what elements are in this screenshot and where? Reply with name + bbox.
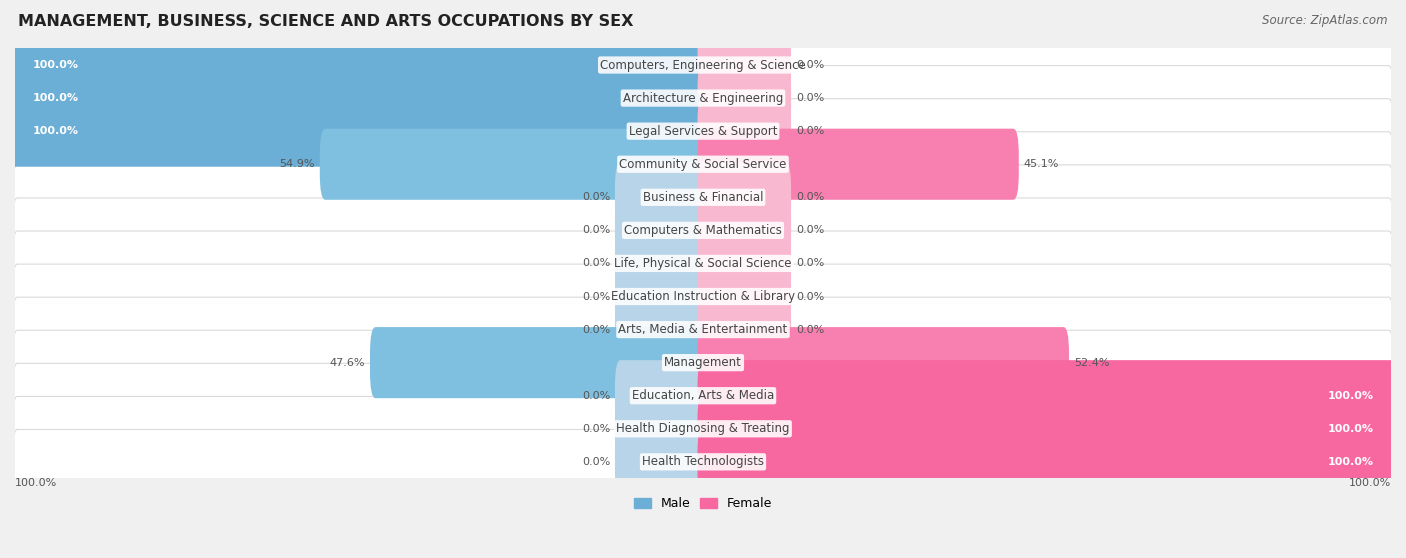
Text: MANAGEMENT, BUSINESS, SCIENCE AND ARTS OCCUPATIONS BY SEX: MANAGEMENT, BUSINESS, SCIENCE AND ARTS O… xyxy=(18,14,634,29)
Text: Education Instruction & Library: Education Instruction & Library xyxy=(612,290,794,303)
FancyBboxPatch shape xyxy=(14,297,1392,362)
Text: Source: ZipAtlas.com: Source: ZipAtlas.com xyxy=(1263,14,1388,27)
Text: 45.1%: 45.1% xyxy=(1024,159,1059,169)
Text: 0.0%: 0.0% xyxy=(796,291,824,301)
Text: 0.0%: 0.0% xyxy=(796,60,824,70)
Text: 54.9%: 54.9% xyxy=(280,159,315,169)
FancyBboxPatch shape xyxy=(14,198,1392,263)
FancyBboxPatch shape xyxy=(614,393,709,464)
Text: Education, Arts & Media: Education, Arts & Media xyxy=(631,389,775,402)
Text: 0.0%: 0.0% xyxy=(582,457,610,467)
Text: 0.0%: 0.0% xyxy=(582,391,610,401)
FancyBboxPatch shape xyxy=(14,396,1392,461)
FancyBboxPatch shape xyxy=(697,195,792,266)
FancyBboxPatch shape xyxy=(614,426,709,497)
Text: Arts, Media & Entertainment: Arts, Media & Entertainment xyxy=(619,323,787,336)
Text: 0.0%: 0.0% xyxy=(796,126,824,136)
Legend: Male, Female: Male, Female xyxy=(628,492,778,515)
Text: Computers & Mathematics: Computers & Mathematics xyxy=(624,224,782,237)
FancyBboxPatch shape xyxy=(14,264,1392,329)
Text: Architecture & Engineering: Architecture & Engineering xyxy=(623,92,783,104)
Text: 0.0%: 0.0% xyxy=(796,93,824,103)
Text: Health Technologists: Health Technologists xyxy=(643,455,763,468)
Text: 0.0%: 0.0% xyxy=(796,258,824,268)
FancyBboxPatch shape xyxy=(697,393,1396,464)
FancyBboxPatch shape xyxy=(614,195,709,266)
Text: 0.0%: 0.0% xyxy=(582,258,610,268)
Text: 100.0%: 100.0% xyxy=(1327,391,1374,401)
FancyBboxPatch shape xyxy=(10,30,709,100)
Text: 0.0%: 0.0% xyxy=(582,325,610,335)
Text: 0.0%: 0.0% xyxy=(582,193,610,203)
Text: Community & Social Service: Community & Social Service xyxy=(619,158,787,171)
Text: Business & Financial: Business & Financial xyxy=(643,191,763,204)
Text: 100.0%: 100.0% xyxy=(1327,424,1374,434)
FancyBboxPatch shape xyxy=(14,330,1392,395)
FancyBboxPatch shape xyxy=(697,62,792,133)
Text: 0.0%: 0.0% xyxy=(796,325,824,335)
FancyBboxPatch shape xyxy=(14,99,1392,163)
FancyBboxPatch shape xyxy=(697,30,792,100)
Text: 100.0%: 100.0% xyxy=(1348,478,1391,488)
FancyBboxPatch shape xyxy=(697,426,1396,497)
FancyBboxPatch shape xyxy=(614,360,709,431)
Text: 100.0%: 100.0% xyxy=(1327,457,1374,467)
Text: Health Diagnosing & Treating: Health Diagnosing & Treating xyxy=(616,422,790,435)
Text: 0.0%: 0.0% xyxy=(796,193,824,203)
FancyBboxPatch shape xyxy=(697,261,792,332)
Text: Management: Management xyxy=(664,356,742,369)
Text: 0.0%: 0.0% xyxy=(796,225,824,235)
FancyBboxPatch shape xyxy=(319,129,709,200)
Text: 100.0%: 100.0% xyxy=(32,126,79,136)
FancyBboxPatch shape xyxy=(14,32,1392,98)
Text: Legal Services & Support: Legal Services & Support xyxy=(628,124,778,138)
FancyBboxPatch shape xyxy=(614,162,709,233)
FancyBboxPatch shape xyxy=(697,327,1069,398)
FancyBboxPatch shape xyxy=(14,132,1392,196)
FancyBboxPatch shape xyxy=(614,294,709,365)
FancyBboxPatch shape xyxy=(697,95,792,167)
FancyBboxPatch shape xyxy=(14,231,1392,296)
Text: 52.4%: 52.4% xyxy=(1074,358,1109,368)
FancyBboxPatch shape xyxy=(697,228,792,299)
Text: 100.0%: 100.0% xyxy=(32,93,79,103)
FancyBboxPatch shape xyxy=(10,62,709,133)
FancyBboxPatch shape xyxy=(697,360,1396,431)
Text: 0.0%: 0.0% xyxy=(582,291,610,301)
FancyBboxPatch shape xyxy=(697,129,1019,200)
FancyBboxPatch shape xyxy=(10,95,709,167)
FancyBboxPatch shape xyxy=(14,430,1392,494)
FancyBboxPatch shape xyxy=(614,261,709,332)
FancyBboxPatch shape xyxy=(14,165,1392,230)
Text: 100.0%: 100.0% xyxy=(15,478,58,488)
FancyBboxPatch shape xyxy=(370,327,709,398)
Text: Computers, Engineering & Science: Computers, Engineering & Science xyxy=(600,59,806,71)
FancyBboxPatch shape xyxy=(697,294,792,365)
Text: 100.0%: 100.0% xyxy=(32,60,79,70)
FancyBboxPatch shape xyxy=(14,66,1392,131)
FancyBboxPatch shape xyxy=(697,162,792,233)
Text: 47.6%: 47.6% xyxy=(329,358,366,368)
Text: 0.0%: 0.0% xyxy=(582,424,610,434)
Text: 0.0%: 0.0% xyxy=(582,225,610,235)
FancyBboxPatch shape xyxy=(614,228,709,299)
FancyBboxPatch shape xyxy=(14,363,1392,428)
Text: Life, Physical & Social Science: Life, Physical & Social Science xyxy=(614,257,792,270)
